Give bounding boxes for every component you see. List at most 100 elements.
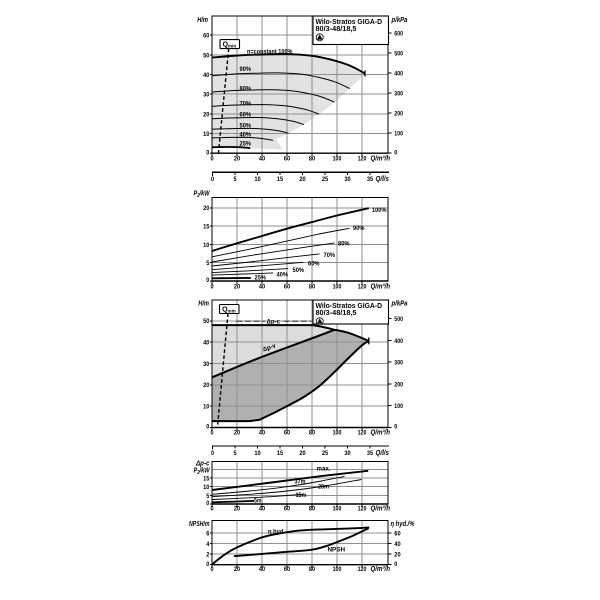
svg-text:0: 0	[394, 149, 397, 156]
svg-text:100: 100	[333, 284, 342, 291]
svg-text:0: 0	[206, 277, 209, 284]
svg-text:60%: 60%	[308, 261, 320, 268]
svg-text:0: 0	[206, 561, 209, 568]
svg-text:20: 20	[299, 176, 306, 183]
svg-text:50: 50	[203, 318, 210, 325]
svg-text:0: 0	[210, 506, 213, 513]
svg-text:Δp-v: Δp-v	[262, 342, 277, 353]
svg-text:100: 100	[333, 506, 342, 513]
svg-text:80: 80	[309, 566, 316, 573]
svg-text:10: 10	[203, 404, 210, 411]
svg-text:20: 20	[299, 450, 306, 457]
svg-text:40: 40	[259, 506, 266, 513]
svg-text:5: 5	[206, 493, 209, 500]
svg-text:100: 100	[394, 131, 403, 138]
svg-text:NPSH: NPSH	[328, 547, 346, 554]
svg-text:200: 200	[394, 111, 403, 118]
svg-text:0: 0	[210, 430, 213, 437]
svg-text:0: 0	[210, 566, 213, 573]
svg-text:0: 0	[206, 500, 209, 507]
svg-text:40: 40	[203, 72, 210, 79]
svg-text:Qmin: Qmin	[222, 306, 236, 313]
svg-text:50: 50	[203, 52, 210, 59]
svg-text:Q/m³/h: Q/m³/h	[371, 506, 391, 513]
svg-text:15: 15	[203, 476, 210, 483]
svg-text:Wilo-Stratos GIGA-D: Wilo-Stratos GIGA-D	[316, 17, 383, 26]
svg-text:15: 15	[277, 450, 284, 457]
svg-text:35: 35	[367, 450, 374, 457]
svg-text:100: 100	[333, 566, 342, 573]
svg-text:30: 30	[344, 176, 351, 183]
svg-text:25: 25	[322, 450, 329, 457]
svg-text:Δp-c: Δp-c	[267, 319, 281, 326]
svg-text:30: 30	[344, 450, 351, 457]
svg-text:H/m: H/m	[197, 17, 208, 24]
svg-text:P2/kW: P2/kW	[194, 191, 211, 200]
svg-text:25%: 25%	[240, 140, 252, 147]
svg-text:28m: 28m	[318, 484, 329, 491]
svg-text:20: 20	[234, 284, 241, 291]
svg-text:600: 600	[394, 30, 403, 37]
svg-text:15m: 15m	[296, 492, 307, 499]
svg-text:0: 0	[206, 149, 209, 156]
svg-text:60%: 60%	[240, 112, 252, 119]
svg-text:10: 10	[254, 176, 261, 183]
svg-text:100: 100	[394, 403, 403, 410]
svg-text:120: 120	[358, 284, 367, 291]
svg-text:10: 10	[203, 242, 210, 249]
svg-text:15: 15	[277, 176, 284, 183]
svg-text:60: 60	[284, 430, 291, 437]
svg-text:50%: 50%	[293, 267, 305, 274]
svg-text:η hyd./%: η hyd./%	[391, 521, 416, 528]
svg-text:0: 0	[210, 156, 213, 163]
svg-text:P2/kW: P2/kW	[194, 468, 211, 477]
svg-text:100: 100	[333, 156, 342, 163]
svg-text:40: 40	[394, 541, 401, 548]
svg-text:20: 20	[234, 156, 241, 163]
svg-text:20: 20	[203, 205, 210, 212]
svg-text:max.: max.	[317, 465, 331, 472]
svg-text:60: 60	[284, 506, 291, 513]
svg-text:0: 0	[210, 284, 213, 291]
svg-text:50%: 50%	[240, 123, 252, 130]
svg-text:60: 60	[284, 156, 291, 163]
svg-text:60: 60	[284, 566, 291, 573]
svg-text:120: 120	[358, 506, 367, 513]
svg-text:20: 20	[203, 111, 210, 118]
svg-text:60: 60	[203, 33, 210, 40]
svg-text:0: 0	[206, 424, 209, 431]
svg-text:H/m: H/m	[198, 301, 209, 308]
svg-text:0: 0	[394, 424, 397, 431]
svg-text:40: 40	[203, 340, 210, 347]
svg-text:10: 10	[203, 484, 210, 491]
svg-text:90%: 90%	[240, 66, 252, 73]
svg-text:90%: 90%	[353, 225, 365, 232]
svg-text:70%: 70%	[240, 101, 252, 108]
svg-text:20: 20	[394, 552, 401, 559]
svg-text:n=constant 100%: n=constant 100%	[247, 48, 293, 55]
svg-text:10: 10	[203, 131, 210, 138]
svg-text:80%: 80%	[338, 241, 350, 248]
svg-text:40: 40	[259, 284, 266, 291]
svg-text:0: 0	[394, 561, 397, 568]
svg-text:Q/m³/h: Q/m³/h	[371, 430, 391, 437]
svg-text:35: 35	[367, 176, 374, 183]
svg-text:40%: 40%	[240, 132, 252, 139]
svg-text:Q/l/s: Q/l/s	[376, 450, 390, 457]
svg-text:25%: 25%	[255, 274, 267, 281]
svg-text:200: 200	[394, 381, 403, 388]
svg-text:80: 80	[309, 284, 316, 291]
svg-text:300: 300	[394, 91, 403, 98]
svg-text:120: 120	[358, 430, 367, 437]
svg-text:2: 2	[206, 552, 209, 559]
svg-text:80%: 80%	[240, 86, 252, 93]
svg-text:p/kPa: p/kPa	[391, 301, 408, 308]
svg-text:5: 5	[206, 260, 209, 267]
svg-text:30: 30	[203, 361, 210, 368]
svg-text:500: 500	[394, 50, 403, 57]
svg-text:20: 20	[203, 382, 210, 389]
svg-text:Q/l/s: Q/l/s	[376, 176, 390, 183]
svg-text:p/kPa: p/kPa	[391, 17, 408, 24]
svg-text:40%: 40%	[277, 272, 289, 279]
svg-text:120: 120	[358, 566, 367, 573]
